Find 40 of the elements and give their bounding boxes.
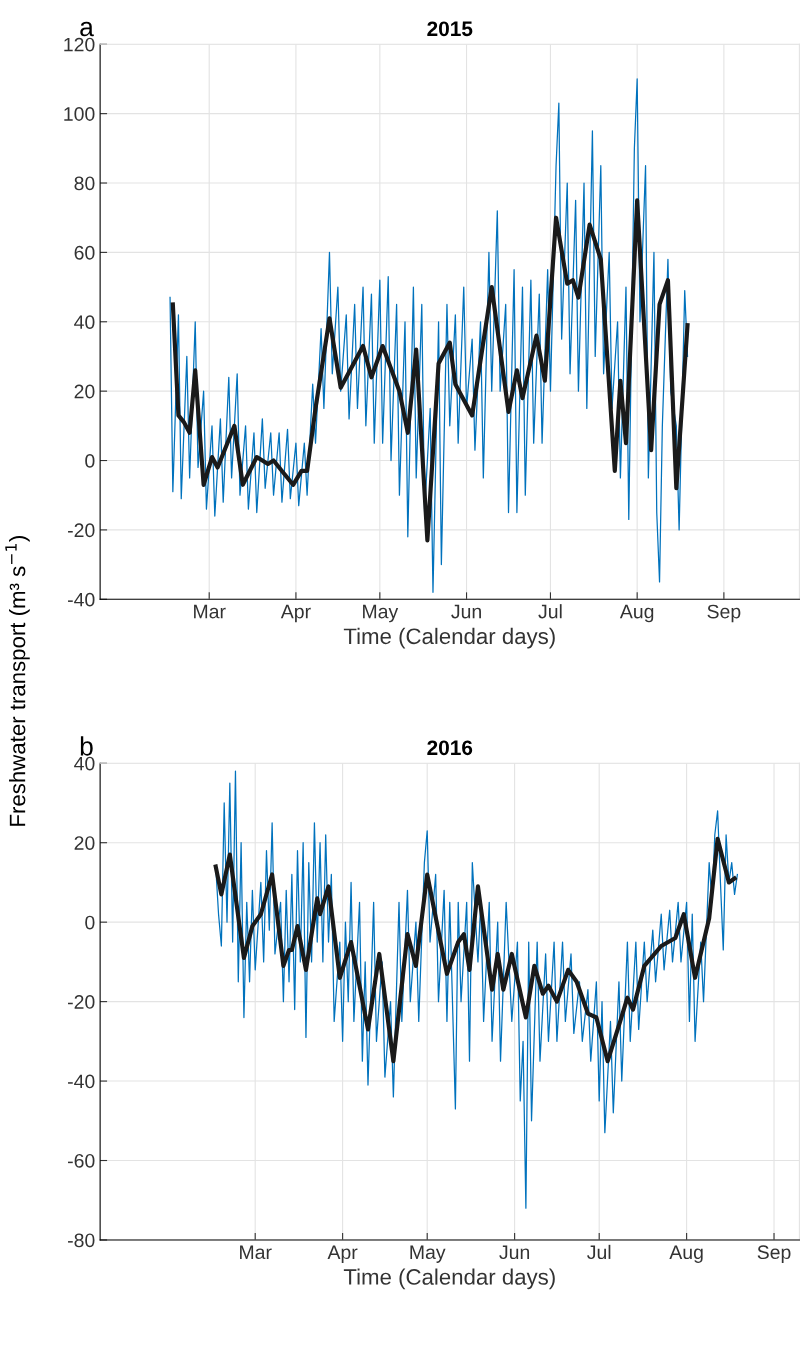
y-tick-label: 120 — [64, 37, 95, 52]
x-axis-title: Time (Calendar days) — [343, 627, 555, 649]
x-tick-label: May — [363, 604, 399, 623]
y-tick-label: 20 — [74, 836, 95, 850]
y-tick-label: 60 — [74, 245, 95, 260]
line-series — [170, 198, 690, 543]
x-tick-label: Aug — [669, 1245, 703, 1263]
x-tick-label: Jul — [538, 604, 562, 619]
x-tick-label: Aug — [619, 604, 654, 623]
x-tick-label: Jun — [499, 1245, 530, 1260]
text: b — [80, 736, 93, 756]
y-tick-label: 40 — [74, 756, 95, 771]
x-tick-label: Apr — [327, 1245, 358, 1263]
x-tick-label: May — [410, 1245, 446, 1263]
y-tick-label: 40 — [74, 315, 95, 330]
text: a — [80, 21, 94, 37]
y-tick-label: 0 — [85, 453, 95, 468]
y-tick-label: -60 — [68, 1153, 95, 1168]
y-tick-label: 20 — [74, 384, 95, 399]
x-tick-label: Jun — [451, 604, 481, 619]
x-tick-label: Mar — [194, 604, 226, 619]
y-tick-label: -40 — [68, 1074, 95, 1089]
x-tick-label: Jul — [587, 1244, 611, 1260]
chart-title: 2015 — [427, 21, 473, 37]
x-tick-label: Sep — [707, 604, 741, 623]
x-tick-label: Sep — [757, 1245, 791, 1263]
chart-title: 2016 — [427, 740, 473, 756]
y-tick-label: -40 — [68, 592, 95, 607]
y-tick-label: -20 — [68, 995, 95, 1009]
y-axis-title: Freshwater transport (m³ s$^{−1}$) — [5, 536, 30, 826]
y-tick-label: 80 — [74, 176, 95, 191]
y-tick-label: -80 — [68, 1233, 95, 1248]
x-tick-label: Mar — [240, 1245, 272, 1260]
x-axis-title: Time (Calendar days) — [343, 1268, 555, 1290]
y-tick-label: 0 — [85, 915, 95, 930]
x-tick-label: Apr — [280, 604, 311, 623]
y-tick-label: -20 — [68, 523, 95, 538]
y-tick-label: 100 — [64, 107, 95, 121]
line-series — [213, 836, 737, 1064]
line-series — [215, 770, 738, 1209]
